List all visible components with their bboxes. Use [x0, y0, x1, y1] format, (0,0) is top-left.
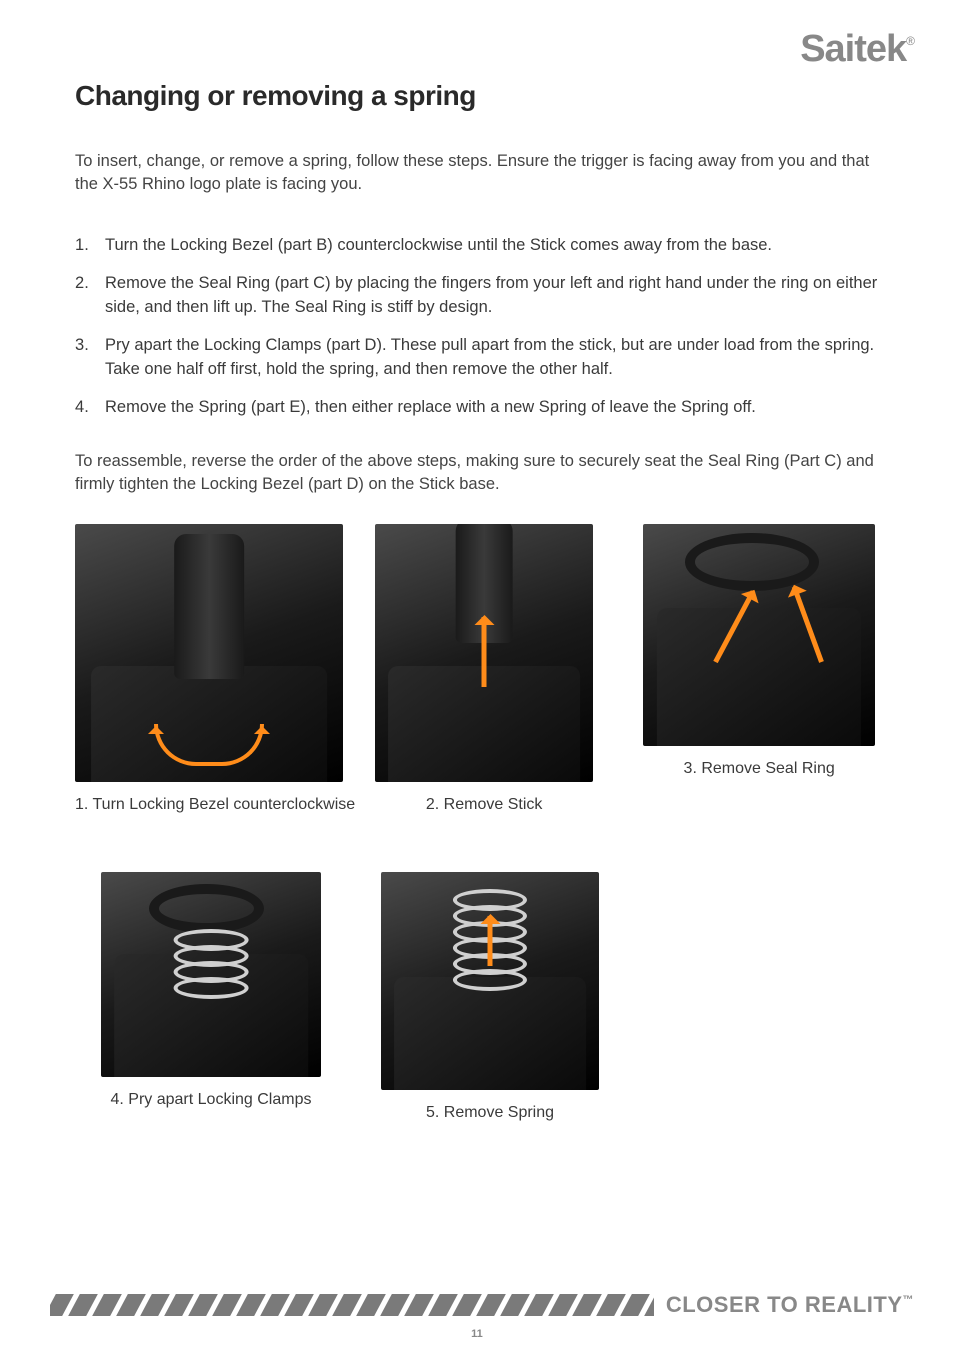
- figure-row-2: 4. Pry apart Locking Clamps 5. Remove Sp…: [75, 872, 879, 1122]
- page-footer: CLOSER TO REALITY™: [0, 1292, 954, 1318]
- tagline-tm: ™: [903, 1294, 915, 1306]
- reassemble-paragraph: To reassemble, reverse the order of the …: [75, 450, 879, 496]
- figure-row-1: 1. Turn Locking Bezel counterclockwise 2…: [75, 524, 879, 814]
- figure-5-image: [381, 872, 599, 1090]
- intro-paragraph: To insert, change, or remove a spring, f…: [75, 150, 879, 196]
- figure-3-image: [643, 524, 875, 746]
- figure-1: 1. Turn Locking Bezel counterclockwise: [75, 524, 355, 814]
- page-number: 11: [0, 1328, 954, 1340]
- steps-list: Turn the Locking Bezel (part B) counterc…: [75, 234, 879, 420]
- figure-1-caption: 1. Turn Locking Bezel counterclockwise: [75, 796, 355, 814]
- page-title: Changing or removing a spring: [75, 80, 879, 112]
- tagline-text: CLOSER TO REALITY: [666, 1292, 903, 1317]
- step-item: Remove the Seal Ring (part C) by placing…: [75, 272, 879, 320]
- figure-1-image: [75, 524, 343, 782]
- step-item: Pry apart the Locking Clamps (part D). T…: [75, 334, 879, 382]
- footer-tagline: CLOSER TO REALITY™: [666, 1292, 914, 1318]
- figure-3-caption: 3. Remove Seal Ring: [643, 760, 875, 778]
- figure-5: 5. Remove Spring: [381, 872, 599, 1122]
- footer-stripes: [50, 1294, 654, 1316]
- figure-2-caption: 2. Remove Stick: [375, 796, 593, 814]
- figure-2: 2. Remove Stick: [375, 524, 593, 814]
- figure-4-caption: 4. Pry apart Locking Clamps: [101, 1091, 321, 1109]
- brand-logo: Saitek®: [800, 28, 914, 71]
- figure-3: 3. Remove Seal Ring: [643, 524, 875, 814]
- step-item: Turn the Locking Bezel (part B) counterc…: [75, 234, 879, 258]
- figure-2-image: [375, 524, 593, 782]
- figure-5-caption: 5. Remove Spring: [381, 1104, 599, 1122]
- step-item: Remove the Spring (part E), then either …: [75, 396, 879, 420]
- figure-4-image: [101, 872, 321, 1077]
- figure-4: 4. Pry apart Locking Clamps: [101, 872, 321, 1122]
- brand-reg-mark: ®: [906, 34, 914, 48]
- brand-name: Saitek: [800, 28, 906, 70]
